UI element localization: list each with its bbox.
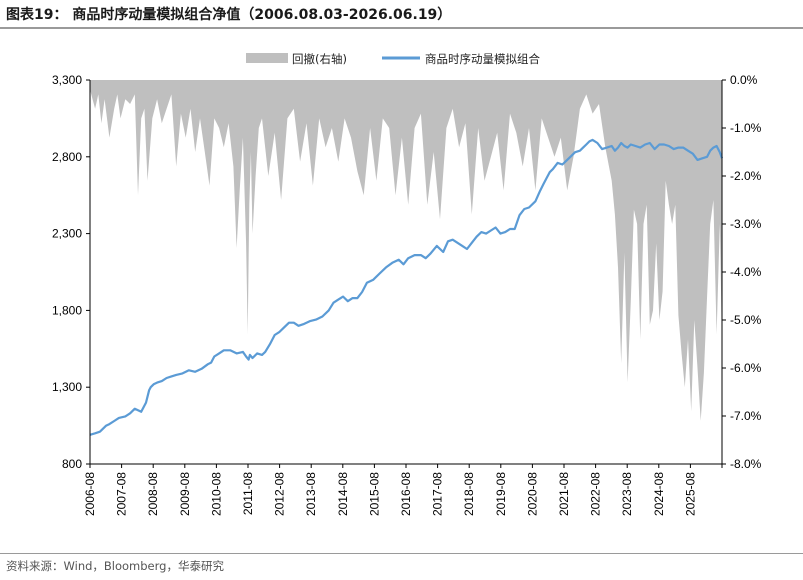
right-tick-label: -5.0% bbox=[730, 313, 762, 327]
right-tick-label: -7.0% bbox=[730, 409, 762, 423]
x-tick-label: 2018-08 bbox=[462, 472, 476, 516]
source-note: 资料来源：Wind，Bloomberg，华泰研究 bbox=[6, 559, 224, 573]
x-tick-label: 2013-08 bbox=[304, 472, 318, 516]
page-title: 图表19： 商品时序动量模拟组合净值（2006.08.03-2026.06.19… bbox=[6, 7, 452, 23]
right-tick-label: -3.0% bbox=[730, 217, 762, 231]
legend: 回撤(右轴) 商品时序动量模拟组合 bbox=[246, 52, 540, 66]
x-tick-label: 2006-08 bbox=[83, 472, 97, 516]
x-tick-label: 2022-08 bbox=[589, 472, 603, 516]
title-divider bbox=[0, 27, 803, 29]
left-tick-label: 2,800 bbox=[52, 150, 82, 164]
right-tick-label: -6.0% bbox=[730, 361, 762, 375]
right-tick-label: -1.0% bbox=[730, 121, 762, 135]
chart: 回撤(右轴) 商品时序动量模拟组合 800 1,300 1,800 2,300 2,80… bbox=[52, 52, 762, 516]
x-tick-label: 2014-08 bbox=[336, 472, 350, 516]
x-tick-label: 2008-08 bbox=[146, 472, 160, 516]
right-tick-label: -2.0% bbox=[730, 169, 762, 183]
x-tick-label: 2019-08 bbox=[494, 472, 508, 516]
x-tick-label: 2025-08 bbox=[683, 472, 697, 516]
drawdown-area bbox=[90, 80, 722, 421]
x-tick-label: 2007-08 bbox=[115, 472, 129, 516]
x-tick-label: 2015-08 bbox=[367, 472, 381, 516]
footer-divider bbox=[0, 553, 803, 554]
x-tick-label: 2023-08 bbox=[620, 472, 634, 516]
plot-area: 800 1,300 1,800 2,300 2,800 3,300 0.0% -1.0% -2.… bbox=[52, 73, 762, 516]
right-tick-label: 0.0% bbox=[730, 73, 758, 87]
x-tick-label: 2021-08 bbox=[557, 472, 571, 516]
legend-nav-label: 商品时序动量模拟组合 bbox=[425, 52, 540, 66]
x-tick-label: 2024-08 bbox=[652, 472, 666, 516]
left-tick-label: 800 bbox=[62, 457, 82, 471]
x-tick-label: 2017-08 bbox=[431, 472, 445, 516]
x-tick-label: 2010-08 bbox=[209, 472, 223, 516]
legend-drawdown-swatch bbox=[246, 53, 288, 63]
left-tick-label: 3,300 bbox=[52, 73, 82, 87]
x-tick-label: 2012-08 bbox=[273, 472, 287, 516]
right-tick-label: -8.0% bbox=[730, 457, 762, 471]
nav-line bbox=[89, 138, 724, 436]
legend-drawdown-label: 回撤(右轴) bbox=[292, 52, 347, 66]
right-tick-label: -4.0% bbox=[730, 265, 762, 279]
x-tick-label: 2009-08 bbox=[178, 472, 192, 516]
left-tick-label: 1,800 bbox=[52, 303, 82, 317]
x-tick-label: 2011-08 bbox=[241, 472, 255, 515]
left-tick-label: 1,300 bbox=[52, 380, 82, 394]
x-tick-label: 2016-08 bbox=[399, 472, 413, 516]
left-tick-label: 2,300 bbox=[52, 227, 82, 241]
x-tick-label: 2020-08 bbox=[525, 472, 539, 516]
